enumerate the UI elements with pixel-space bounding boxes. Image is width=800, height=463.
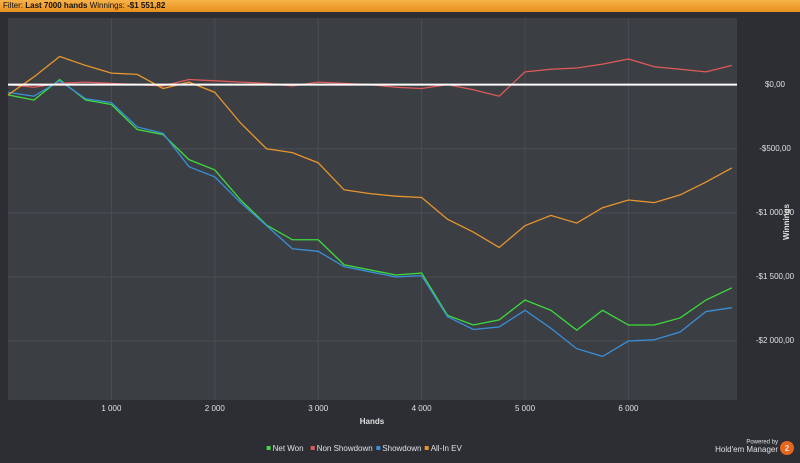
y-tick-label: -$1 000,00 xyxy=(756,208,795,217)
series-line xyxy=(7,55,733,249)
legend-label: Non Showdown xyxy=(317,444,373,453)
legend-swatch xyxy=(376,446,381,450)
x-tick-label: 1 000 xyxy=(101,404,122,413)
y-axis-label: Winnings xyxy=(782,203,791,239)
x-tick-label: 2 000 xyxy=(205,404,226,413)
legend-label: All-In EV xyxy=(431,444,463,453)
legend-swatch xyxy=(424,446,429,450)
filter-value[interactable]: Last 7000 hands xyxy=(25,1,88,10)
y-tick-label: -$500,00 xyxy=(759,144,791,153)
plot-area xyxy=(8,18,737,400)
x-axis-label: Hands xyxy=(360,417,385,426)
brand: Hold'em Manager xyxy=(715,445,778,454)
legend-swatch xyxy=(266,446,271,450)
y-tick-label: $0,00 xyxy=(765,80,786,89)
x-tick-label: 4 000 xyxy=(412,404,433,413)
series-line xyxy=(7,80,732,358)
y-tick-label: -$1 500,00 xyxy=(756,272,795,281)
x-tick-label: 6 000 xyxy=(618,404,639,413)
brand-badge: 2 xyxy=(785,444,790,453)
powered-by: Powered by xyxy=(746,440,778,446)
legend-label: Showdown xyxy=(382,444,421,453)
brand-logo xyxy=(780,441,794,455)
legend-label: Net Won xyxy=(273,444,304,453)
filter-bar: Filter: Last 7000 hands Winnings: -$1 55… xyxy=(0,0,800,12)
x-tick-label: 3 000 xyxy=(308,404,329,413)
filter-label: Filter: xyxy=(3,1,23,10)
legend-swatch xyxy=(310,446,315,450)
y-tick-label: -$2 000,00 xyxy=(756,336,795,345)
winnings-label: Winnings: xyxy=(89,1,125,10)
winnings-value: -$1 551,82 xyxy=(127,1,166,10)
series-line xyxy=(7,78,733,331)
chart: Hands Winnings Powered by Hold'em Manage… xyxy=(7,18,795,455)
x-tick-label: 5 000 xyxy=(515,404,536,413)
